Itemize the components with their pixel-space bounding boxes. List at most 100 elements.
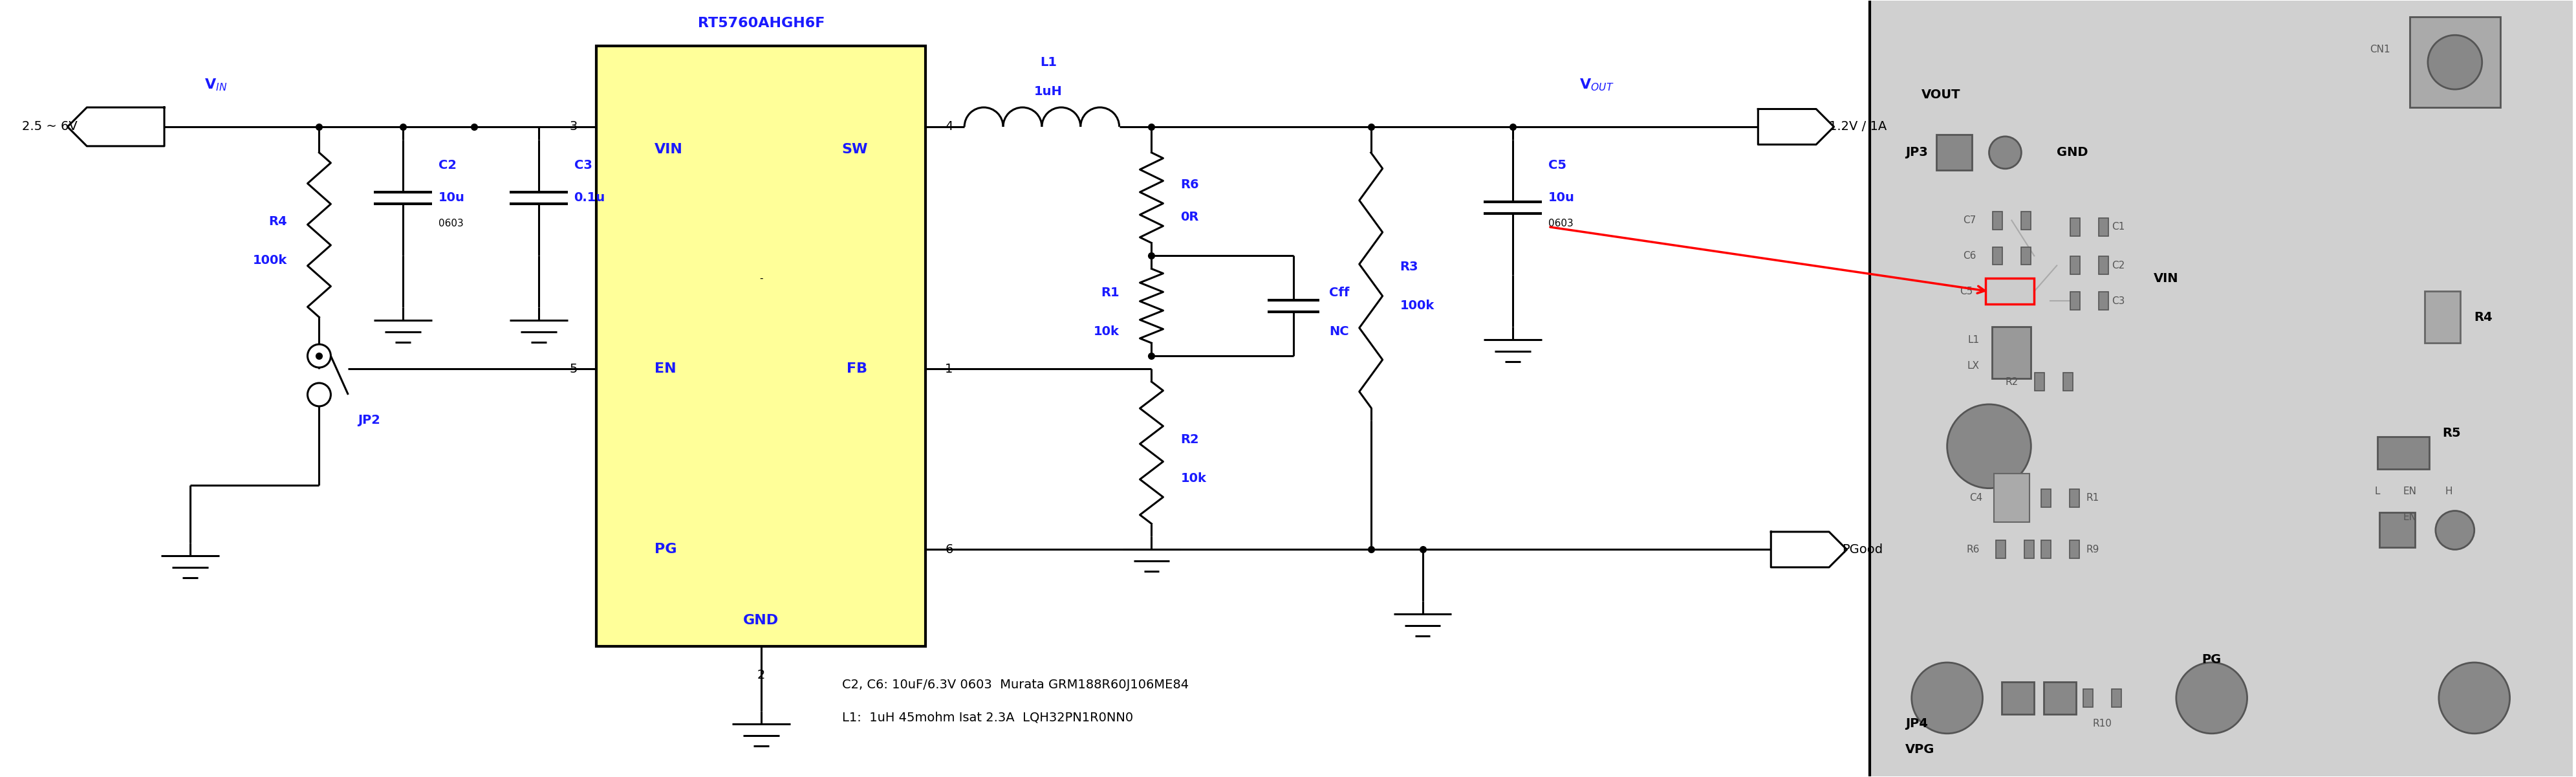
Text: 10u: 10u [438, 192, 464, 204]
Text: R2: R2 [1180, 434, 1198, 446]
Bar [1996, 541, 2007, 559]
Text: JP3: JP3 [1906, 146, 1927, 159]
Text: RT5760AHGH6F: RT5760AHGH6F [698, 17, 824, 30]
Text: C3: C3 [574, 159, 592, 172]
Text: PGood: PGood [1842, 543, 1883, 556]
Text: SW: SW [842, 143, 868, 156]
Text: C4: C4 [1971, 493, 1984, 503]
Text: R1: R1 [2087, 493, 2099, 503]
Text: L1: L1 [1968, 335, 1978, 345]
Bar [2071, 218, 2079, 236]
Circle shape [1989, 137, 2022, 169]
Text: R1: R1 [1100, 287, 1118, 299]
Bar [2409, 17, 2501, 107]
Bar [1991, 327, 2030, 378]
Bar [2099, 292, 2107, 310]
Text: GND: GND [2056, 146, 2089, 159]
Text: 100k: 100k [252, 254, 286, 267]
Text: 10k: 10k [1180, 472, 1206, 485]
Bar [2071, 256, 2079, 274]
Bar [1937, 134, 1971, 170]
Text: PG: PG [654, 543, 677, 556]
Bar [1870, 1, 2573, 776]
Text: 10u: 10u [1548, 192, 1574, 204]
Text: 1uH: 1uH [1033, 85, 1061, 97]
Bar [2069, 489, 2079, 507]
Text: C6: C6 [1963, 251, 1976, 261]
Text: GND: GND [744, 614, 778, 627]
Text: EN: EN [654, 362, 677, 375]
Text: R6: R6 [1965, 545, 1978, 555]
Bar [1994, 247, 2002, 265]
Text: 1.2V / 1A: 1.2V / 1A [1829, 120, 1886, 133]
Text: R4: R4 [268, 215, 286, 228]
Circle shape [1911, 663, 1984, 733]
Circle shape [2427, 35, 2483, 89]
Bar [2071, 292, 2079, 310]
Bar [2025, 541, 2035, 559]
Bar [2112, 689, 2123, 707]
Text: R5: R5 [2442, 427, 2460, 440]
Bar [2040, 489, 2050, 507]
Bar [2022, 247, 2030, 265]
Text: NC: NC [1329, 326, 1350, 337]
Bar [2040, 541, 2050, 559]
Text: JP2: JP2 [358, 414, 381, 427]
Text: C2, C6: 10uF/6.3V 0603  Murata GRM188R60J106ME84: C2, C6: 10uF/6.3V 0603 Murata GRM188R60J… [842, 679, 1188, 692]
Circle shape [2434, 510, 2476, 549]
Circle shape [2177, 663, 2246, 733]
Circle shape [307, 383, 330, 406]
Bar [2099, 256, 2107, 274]
Text: C2: C2 [2112, 261, 2125, 270]
Circle shape [1947, 404, 2030, 488]
Text: VIN: VIN [2154, 272, 2179, 284]
Text: VPG: VPG [1906, 744, 1935, 756]
Text: R10: R10 [2092, 719, 2112, 729]
Text: V$_{OUT}$: V$_{OUT}$ [1579, 77, 1615, 92]
Bar [2084, 689, 2092, 707]
Text: LX: LX [1968, 361, 1978, 371]
Text: FB: FB [848, 362, 868, 375]
Text: 6: 6 [945, 543, 953, 556]
Text: L: L [2375, 486, 2380, 497]
Text: 5: 5 [569, 363, 577, 375]
Text: C5: C5 [1960, 287, 1973, 296]
Text: V$_{IN}$: V$_{IN}$ [204, 77, 227, 92]
Text: 2: 2 [757, 669, 765, 681]
Bar [2378, 437, 2429, 469]
Text: C7: C7 [1963, 215, 1976, 225]
Text: PG: PG [2202, 653, 2221, 665]
Text: C1: C1 [2112, 222, 2125, 232]
Bar [1986, 278, 2035, 305]
Text: R4: R4 [2476, 311, 2494, 323]
Text: H: H [2445, 486, 2452, 497]
Text: C5: C5 [1548, 159, 1566, 172]
Text: R9: R9 [2087, 545, 2099, 555]
Text: 4: 4 [945, 120, 953, 133]
Circle shape [307, 344, 330, 368]
Text: 0603: 0603 [438, 219, 464, 228]
Text: 1: 1 [945, 363, 953, 375]
Text: CN1: CN1 [2370, 44, 2391, 54]
Text: 10k: 10k [1092, 326, 1118, 337]
Text: 2.5 ~ 6V: 2.5 ~ 6V [21, 120, 77, 133]
Text: 0R: 0R [1180, 211, 1198, 223]
Text: 3: 3 [569, 120, 577, 133]
Text: JP4: JP4 [1906, 718, 1927, 730]
Bar [2043, 682, 2076, 714]
Text: L1: L1 [1041, 56, 1056, 68]
Text: R6: R6 [1180, 179, 1198, 191]
Text: VOUT: VOUT [1922, 89, 1960, 101]
Text: 0603: 0603 [1548, 219, 1574, 228]
Text: 100k: 100k [1399, 299, 1435, 312]
Text: EN: EN [2403, 486, 2416, 497]
Text: -: - [760, 274, 762, 284]
Text: R3: R3 [1399, 261, 1419, 273]
Text: 0.1u: 0.1u [574, 192, 605, 204]
Text: L1:  1uH 45mohm Isat 2.3A  LQH32PN1R0NN0: L1: 1uH 45mohm Isat 2.3A LQH32PN1R0NN0 [842, 711, 1133, 723]
Bar [598, 46, 925, 646]
Bar [2002, 682, 2035, 714]
Bar [2035, 373, 2045, 391]
Text: R2: R2 [2004, 377, 2017, 387]
Bar [2069, 541, 2079, 559]
